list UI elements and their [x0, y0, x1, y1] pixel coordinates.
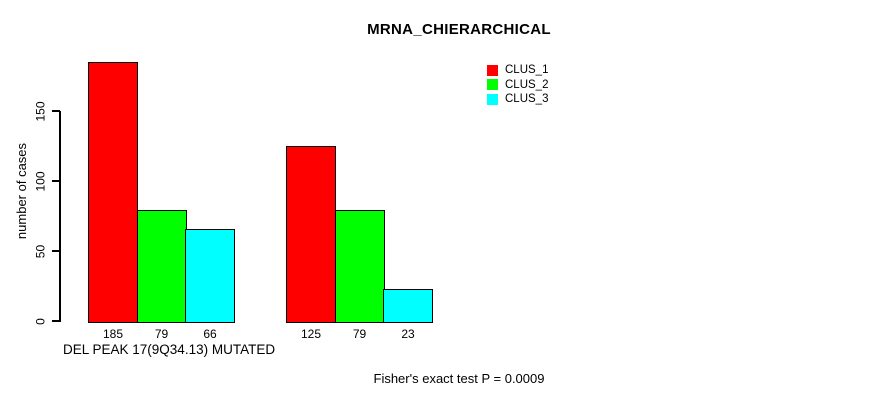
- chart-title: MRNA_CHIERARCHICAL: [367, 21, 551, 38]
- y-axis-tick-label: 50: [33, 244, 48, 258]
- legend: CLUS_1 CLUS_2 CLUS_3: [487, 63, 548, 107]
- bar-value-label: 79: [154, 327, 169, 341]
- bar-clus_2-group1: [136, 210, 187, 323]
- legend-label: CLUS_2: [505, 78, 549, 91]
- statistical-test-annotation: Fisher's exact test P = 0.0009: [373, 371, 545, 386]
- bar-clus_1-group1: [88, 62, 138, 323]
- legend-item: CLUS_2: [487, 78, 548, 93]
- y-axis-tick: [52, 110, 60, 112]
- legend-label: CLUS_3: [505, 93, 549, 106]
- bar-clus_3-group2: [383, 289, 433, 323]
- y-axis-tick: [52, 180, 60, 182]
- y-axis-tick-label: 0: [33, 317, 48, 325]
- y-axis-tick-label: 150: [33, 100, 48, 122]
- y-axis: [59, 111, 61, 322]
- bar-clus_2-group2: [334, 210, 385, 323]
- y-axis-label: number of cases: [14, 142, 29, 240]
- legend-swatch-clus-3: [487, 93, 498, 105]
- legend-swatch-clus-2: [487, 79, 498, 91]
- bar-value-label: 185: [102, 327, 124, 341]
- x-axis-group-label: DEL PEAK 17(9Q34.13) MUTATED: [63, 342, 276, 357]
- bar-value-label: 66: [203, 327, 217, 341]
- bar-value-label: 125: [300, 327, 322, 341]
- bar-value-label: 79: [352, 327, 367, 341]
- legend-item: CLUS_3: [487, 92, 548, 107]
- y-axis-tick: [52, 250, 60, 252]
- legend-item: CLUS_1: [487, 63, 548, 78]
- bar-clus_3-group1: [185, 229, 235, 323]
- bar-clus_1-group2: [286, 146, 336, 323]
- y-axis-tick-label: 100: [33, 170, 48, 192]
- legend-label: CLUS_1: [505, 64, 549, 77]
- y-axis-tick: [52, 320, 60, 322]
- bar-value-label: 23: [401, 327, 415, 341]
- legend-swatch-clus-1: [487, 64, 498, 76]
